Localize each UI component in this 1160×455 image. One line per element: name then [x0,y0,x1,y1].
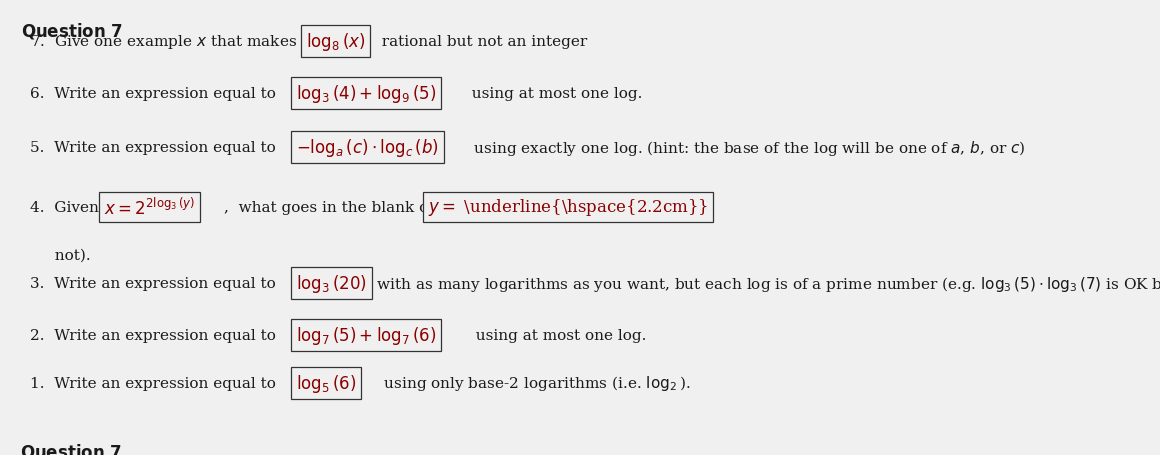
Text: using exactly one log. (hint: the base of the log will be one of $a$, $b$, or $c: using exactly one log. (hint: the base o… [464,138,1025,157]
Text: 2.  Write an expression equal to: 2. Write an expression equal to [30,328,276,342]
Text: using at most one log.: using at most one log. [466,328,646,342]
Text: $y = $ \underline{\hspace{2.2cm}}: $y = $ \underline{\hspace{2.2cm}} [428,197,709,218]
Text: 1.  Write an expression equal to: 1. Write an expression equal to [30,376,276,390]
Text: $\mathbf{Question\ 7}$: $\mathbf{Question\ 7}$ [21,20,123,40]
Text: 3.  Write an expression equal to: 3. Write an expression equal to [30,276,276,290]
Text: 7.  Give one example $x$ that makes: 7. Give one example $x$ that makes [30,33,297,51]
Text: $\log_3(20)$: $\log_3(20)$ [296,273,367,294]
Text: $\log_5(6)$: $\log_5(6)$ [296,372,356,394]
Text: not).: not). [45,248,90,263]
Text: ,  what goes in the blank of: , what goes in the blank of [224,201,434,214]
Text: $\mathbf{Question\ 7}$: $\mathbf{Question\ 7}$ [20,441,122,455]
Text: 5.  Write an expression equal to: 5. Write an expression equal to [30,141,276,155]
Text: $x = 2^{2\log_3(y)}$: $x = 2^{2\log_3(y)}$ [104,197,195,218]
Text: with as many logarithms as you want, but each log is of a prime number (e.g. $\l: with as many logarithms as you want, but… [367,274,1160,293]
Text: rational but not an integer: rational but not an integer [372,35,587,49]
Text: $-\log_a(c) \cdot \log_c(b)$: $-\log_a(c) \cdot \log_c(b)$ [296,136,438,159]
Text: 4.  Given: 4. Given [30,201,99,214]
Text: $\log_3(4) + \log_9(5)$: $\log_3(4) + \log_9(5)$ [296,83,436,105]
Text: $\log_7(5) + \log_7(6)$: $\log_7(5) + \log_7(6)$ [296,324,436,346]
Text: 6.  Write an expression equal to: 6. Write an expression equal to [30,87,276,101]
Text: using at most one log.: using at most one log. [462,87,643,101]
Text: using only base-2 logarithms (i.e. $\log_2$).: using only base-2 logarithms (i.e. $\log… [374,374,690,393]
Text: $\log_8(x)$: $\log_8(x)$ [306,31,365,53]
